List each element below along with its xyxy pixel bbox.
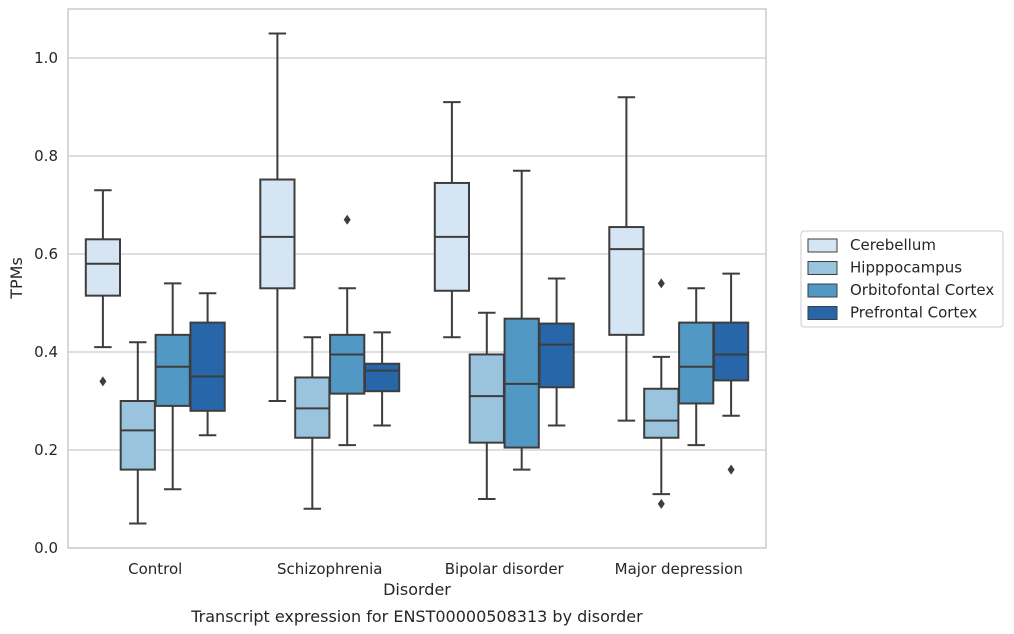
outlier-point — [727, 464, 735, 475]
legend-swatch — [807, 261, 838, 275]
box-major-depression-hipppocampus — [643, 278, 680, 509]
box-control-cerebellum — [84, 189, 122, 387]
x-axis-ticks: Control Schizophrenia Bipolar disorder Majo… — [128, 560, 743, 578]
box-bipolar-disorder-cerebellum — [433, 101, 471, 339]
box-major-depression-orbitofontal-cortex — [678, 287, 715, 447]
box-iqr — [678, 321, 715, 405]
x-tick-label: Schizophrenia — [277, 560, 382, 578]
box-major-depression-prefrontal-cortex — [712, 272, 750, 475]
box-iqr — [154, 333, 191, 407]
box-control-hipppocampus — [119, 341, 156, 525]
box-iqr — [189, 321, 226, 412]
outlier-point — [99, 376, 107, 387]
legend-label: Orbitofontal Cortex — [850, 281, 994, 299]
box-bipolar-disorder-orbitofontal-cortex — [503, 169, 540, 471]
x-axis-label: Disorder — [383, 580, 451, 599]
box-iqr — [329, 333, 366, 395]
x-tick-label: Control — [128, 560, 182, 578]
y-tick-label: 0.0 — [34, 539, 58, 557]
y-tick-label: 0.8 — [34, 147, 58, 165]
box-iqr — [468, 353, 505, 444]
outlier-point — [657, 498, 665, 509]
legend-swatch — [807, 283, 838, 298]
box-schizophrenia-prefrontal-cortex — [363, 331, 401, 427]
legend-swatch — [807, 238, 838, 253]
box-iqr — [259, 178, 296, 290]
legend-swatch — [807, 306, 838, 320]
y-tick-label: 0.4 — [34, 343, 58, 361]
box-schizophrenia-orbitofontal-cortex — [329, 214, 366, 447]
y-tick-label: 0.2 — [34, 441, 58, 459]
outlier-point — [657, 278, 665, 289]
box-iqr — [643, 387, 680, 439]
box-iqr — [119, 400, 156, 471]
legend-frame — [800, 230, 1004, 328]
box-iqr — [608, 226, 645, 336]
chart-caption: Transcript expression for ENST0000050831… — [190, 607, 643, 626]
plot-area-frame — [67, 8, 767, 549]
box-major-depression-cerebellum — [608, 96, 645, 422]
box-bipolar-disorder-hipppocampus — [468, 311, 505, 500]
box-control-prefrontal-cortex — [189, 292, 226, 437]
box-schizophrenia-hipppocampus — [294, 336, 331, 510]
box-schizophrenia-cerebellum — [259, 32, 296, 402]
legend: Cerebellum Hipppocampus Orbitofontal Corte… — [800, 230, 1004, 328]
y-tick-label: 1.0 — [34, 49, 58, 67]
legend-label: Hipppocampus — [850, 259, 962, 277]
box-bipolar-disorder-prefrontal-cortex — [538, 277, 575, 427]
x-tick-label: Major depression — [615, 560, 743, 578]
box-iqr — [363, 362, 401, 393]
box-iqr — [538, 322, 575, 389]
x-tick-label: Bipolar disorder — [445, 560, 565, 578]
y-axis-label: TPMs — [7, 257, 26, 300]
box-control-orbitofontal-cortex — [154, 282, 191, 491]
legend-label: Prefrontal Cortex — [850, 304, 977, 322]
box-iqr — [712, 321, 750, 382]
y-tick-label: 0.6 — [34, 245, 58, 263]
y-axis-ticks: 0.0 0.2 0.4 0.6 0.8 1.0 — [34, 49, 58, 557]
outlier-point — [343, 214, 351, 225]
legend-label: Cerebellum — [850, 236, 936, 254]
boxes — [84, 32, 750, 525]
box-iqr — [84, 238, 122, 297]
